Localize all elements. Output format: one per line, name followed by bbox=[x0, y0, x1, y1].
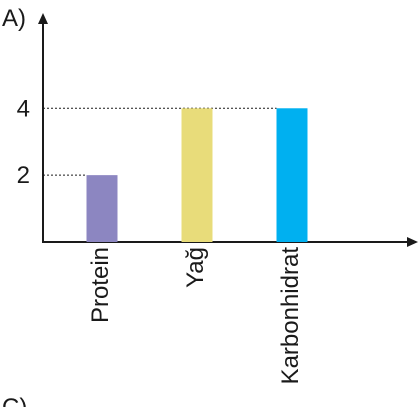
option-label: A) bbox=[2, 5, 26, 32]
x-tick-label-protein: Protein bbox=[87, 247, 114, 323]
bars bbox=[86, 108, 308, 242]
guide-lines bbox=[43, 107, 277, 176]
bar-yağ bbox=[181, 108, 213, 242]
x-tick-labels: Protein Yağ Karbonhidrat bbox=[87, 247, 304, 385]
bar-karbonhidrat bbox=[276, 108, 308, 242]
bar-protein bbox=[86, 175, 118, 242]
next-option-label: C) bbox=[2, 394, 27, 407]
y-tick-label-4: 4 bbox=[17, 95, 30, 122]
y-tick-label-2: 2 bbox=[17, 162, 30, 189]
x-tick-label-karbonhidrat: Karbonhidrat bbox=[277, 247, 304, 385]
y-tick-labels: 24 bbox=[17, 95, 30, 189]
x-axis-arrow bbox=[407, 237, 418, 247]
x-tick-label-yağ: Yağ bbox=[182, 247, 209, 288]
y-axis-arrow bbox=[38, 13, 48, 24]
